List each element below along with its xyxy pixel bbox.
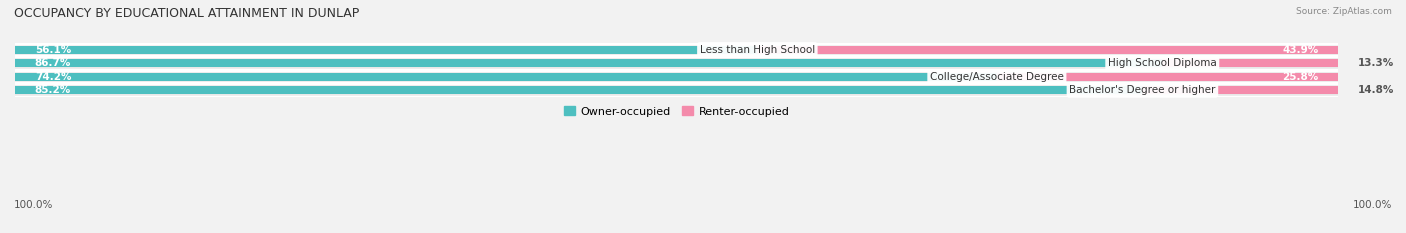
Legend: Owner-occupied, Renter-occupied: Owner-occupied, Renter-occupied <box>560 102 794 121</box>
Bar <box>15 86 1143 94</box>
Text: 43.9%: 43.9% <box>1282 45 1319 55</box>
Text: Source: ZipAtlas.com: Source: ZipAtlas.com <box>1296 7 1392 16</box>
Text: 85.2%: 85.2% <box>35 85 72 95</box>
Bar <box>15 72 997 81</box>
Text: College/Associate Degree: College/Associate Degree <box>929 72 1064 82</box>
Text: 25.8%: 25.8% <box>1282 72 1319 82</box>
Bar <box>1143 86 1339 94</box>
Bar <box>15 70 1339 83</box>
Bar <box>758 45 1339 54</box>
Bar <box>15 83 1339 97</box>
Text: 13.3%: 13.3% <box>1358 58 1395 68</box>
Bar <box>15 45 758 54</box>
Bar <box>997 72 1339 81</box>
Text: 86.7%: 86.7% <box>35 58 72 68</box>
Text: OCCUPANCY BY EDUCATIONAL ATTAINMENT IN DUNLAP: OCCUPANCY BY EDUCATIONAL ATTAINMENT IN D… <box>14 7 360 20</box>
Bar <box>15 43 1339 56</box>
Text: Bachelor's Degree or higher: Bachelor's Degree or higher <box>1069 85 1216 95</box>
Bar <box>1163 59 1339 67</box>
Bar <box>15 59 1163 67</box>
Text: 56.1%: 56.1% <box>35 45 72 55</box>
Text: High School Diploma: High School Diploma <box>1108 58 1216 68</box>
Text: 14.8%: 14.8% <box>1358 85 1395 95</box>
Text: 100.0%: 100.0% <box>14 200 53 210</box>
Bar <box>15 56 1339 70</box>
Text: 74.2%: 74.2% <box>35 72 72 82</box>
Text: 100.0%: 100.0% <box>1353 200 1392 210</box>
Text: Less than High School: Less than High School <box>700 45 815 55</box>
